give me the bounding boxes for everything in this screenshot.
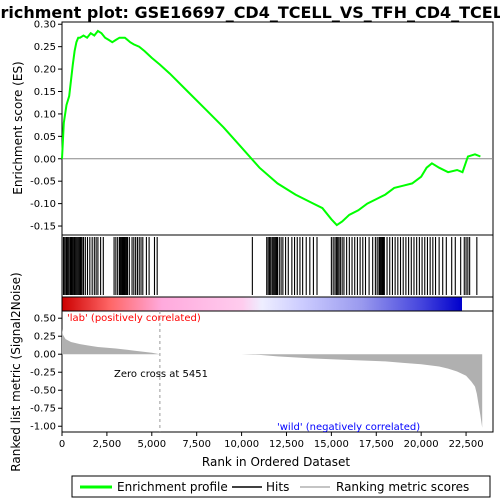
zero-cross-label: Zero cross at 5451 bbox=[114, 369, 208, 380]
enrichment-profile-line bbox=[61, 29, 481, 227]
es-ytick-label: -0.15 bbox=[30, 222, 56, 233]
x-tick-label: 15,000 bbox=[314, 439, 349, 450]
es-panel-frame bbox=[61, 21, 494, 236]
x-tick-label: 20,000 bbox=[404, 439, 439, 450]
es-ytick-label: 0.25 bbox=[34, 42, 56, 53]
x-tick-label: 5,000 bbox=[137, 439, 166, 450]
x-tick-label: 22,500 bbox=[449, 439, 484, 450]
negative-label: 'wild' (negatively correlated) bbox=[277, 422, 420, 433]
rank-ytick-label: 0.00 bbox=[34, 350, 56, 361]
x-tick-label: 17,500 bbox=[359, 439, 394, 450]
x-tick-label: 10,000 bbox=[224, 439, 259, 450]
rank-axis-label: Ranked list metric (Signal2Noise) bbox=[9, 272, 23, 471]
es-ytick-label: 0.05 bbox=[34, 132, 56, 143]
rank-ytick-label: -0.25 bbox=[30, 368, 56, 379]
es-y-axis: 0.30 0.25 0.20 0.15 0.10 0.05 0.00 -0.05 -0.10 -0… bbox=[30, 20, 62, 233]
es-ytick-label: 0.20 bbox=[34, 65, 56, 76]
rank-ytick-label: 0.25 bbox=[34, 332, 56, 343]
legend-box bbox=[71, 475, 491, 498]
rank-ytick-label: -0.75 bbox=[30, 404, 56, 415]
es-ytick-label: 0.30 bbox=[34, 20, 56, 31]
x-axis: 0 2,500 5,000 7,500 10,000 12,500 15,000 17,500… bbox=[59, 432, 484, 450]
rank-ytick-label: 0.50 bbox=[34, 314, 56, 325]
legend-enrichment-label: Enrichment profile bbox=[117, 480, 228, 494]
x-axis-label: Rank in Ordered Dataset bbox=[202, 455, 350, 469]
es-ytick-label: -0.10 bbox=[30, 199, 56, 210]
rank-ytick-label: -1.00 bbox=[30, 422, 56, 433]
es-axis-label: Enrichment score (ES) bbox=[11, 61, 25, 194]
x-tick-label: 7,500 bbox=[182, 439, 211, 450]
rank-panel-frame bbox=[61, 310, 494, 433]
rank-y-axis: 0.50 0.25 0.00 -0.25 -0.50 -0.75 -1.00 bbox=[30, 314, 62, 433]
legend-ranking-label: Ranking metric scores bbox=[336, 480, 469, 494]
rank-ytick-label: -0.50 bbox=[30, 386, 56, 397]
positive-label: 'lab' (positively correlated) bbox=[67, 313, 201, 324]
chart-title: Enrichment plot: GSE16697_CD4_TCELL_VS_T… bbox=[0, 3, 500, 22]
legend-hits-label: Hits bbox=[266, 480, 289, 494]
x-tick-label: 12,500 bbox=[269, 439, 304, 450]
x-tick-label: 0 bbox=[59, 439, 65, 450]
es-ytick-label: -0.05 bbox=[30, 177, 56, 188]
rank-color-bar bbox=[62, 297, 462, 311]
hits-marks bbox=[62, 237, 478, 295]
es-ytick-label: 0.15 bbox=[34, 87, 56, 98]
x-tick-label: 2,500 bbox=[93, 439, 122, 450]
es-ytick-label: 0.10 bbox=[34, 109, 56, 120]
es-ytick-label: 0.00 bbox=[34, 154, 56, 165]
